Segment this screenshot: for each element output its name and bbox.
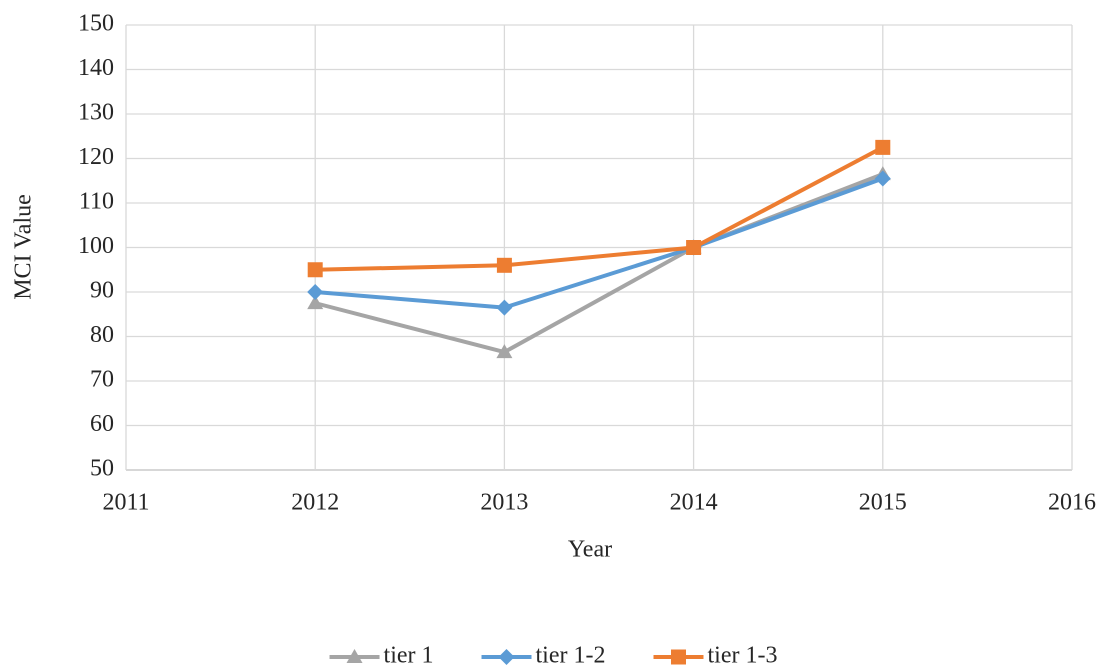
y-tick-label: 130 <box>78 100 114 126</box>
y-tick-label: 140 <box>78 55 114 81</box>
y-tick-label: 150 <box>78 11 114 37</box>
legend-item: tier 1-3 <box>653 643 777 669</box>
marker <box>498 649 515 665</box>
legend-label: tier 1-3 <box>707 643 777 669</box>
marker <box>496 344 513 359</box>
y-tick-label: 120 <box>78 144 114 170</box>
marker <box>686 240 702 255</box>
legend-label: tier 1-2 <box>536 643 606 669</box>
y-tick-label: 110 <box>79 189 114 215</box>
y-tick-label: 50 <box>90 456 114 482</box>
x-axis-label: Year <box>568 537 612 563</box>
x-tick-label: 2012 <box>291 490 339 516</box>
y-tick-label: 100 <box>78 233 114 259</box>
marker <box>496 257 512 273</box>
x-tick-label: 2015 <box>859 490 907 516</box>
marker <box>307 295 324 310</box>
legend-label: tier 1 <box>384 643 434 669</box>
marker <box>496 299 513 316</box>
legend-item: tier 1-2 <box>481 643 606 669</box>
series-line <box>315 176 884 310</box>
marker <box>875 139 891 155</box>
marker <box>307 262 323 278</box>
legend: tier 1 tier 1-2 tier 1-3 <box>329 643 777 669</box>
x-tick-label: 2011 <box>102 490 149 516</box>
y-axis-label: MCI Value <box>11 194 37 300</box>
y-tick-label: 60 <box>90 411 114 437</box>
marker <box>874 170 891 187</box>
x-tick-label: 2013 <box>480 490 528 516</box>
legend-item: tier 1 <box>329 643 434 669</box>
y-tick-label: 90 <box>90 278 114 304</box>
x-tick-label: 2014 <box>670 490 718 516</box>
y-tick-label: 70 <box>90 367 114 393</box>
marker <box>307 284 324 300</box>
marker <box>670 649 686 665</box>
marker <box>346 649 363 663</box>
series-line <box>315 145 884 272</box>
x-tick-label: 2016 <box>1048 490 1096 516</box>
y-tick-label: 80 <box>90 322 114 348</box>
series-line <box>314 172 884 355</box>
